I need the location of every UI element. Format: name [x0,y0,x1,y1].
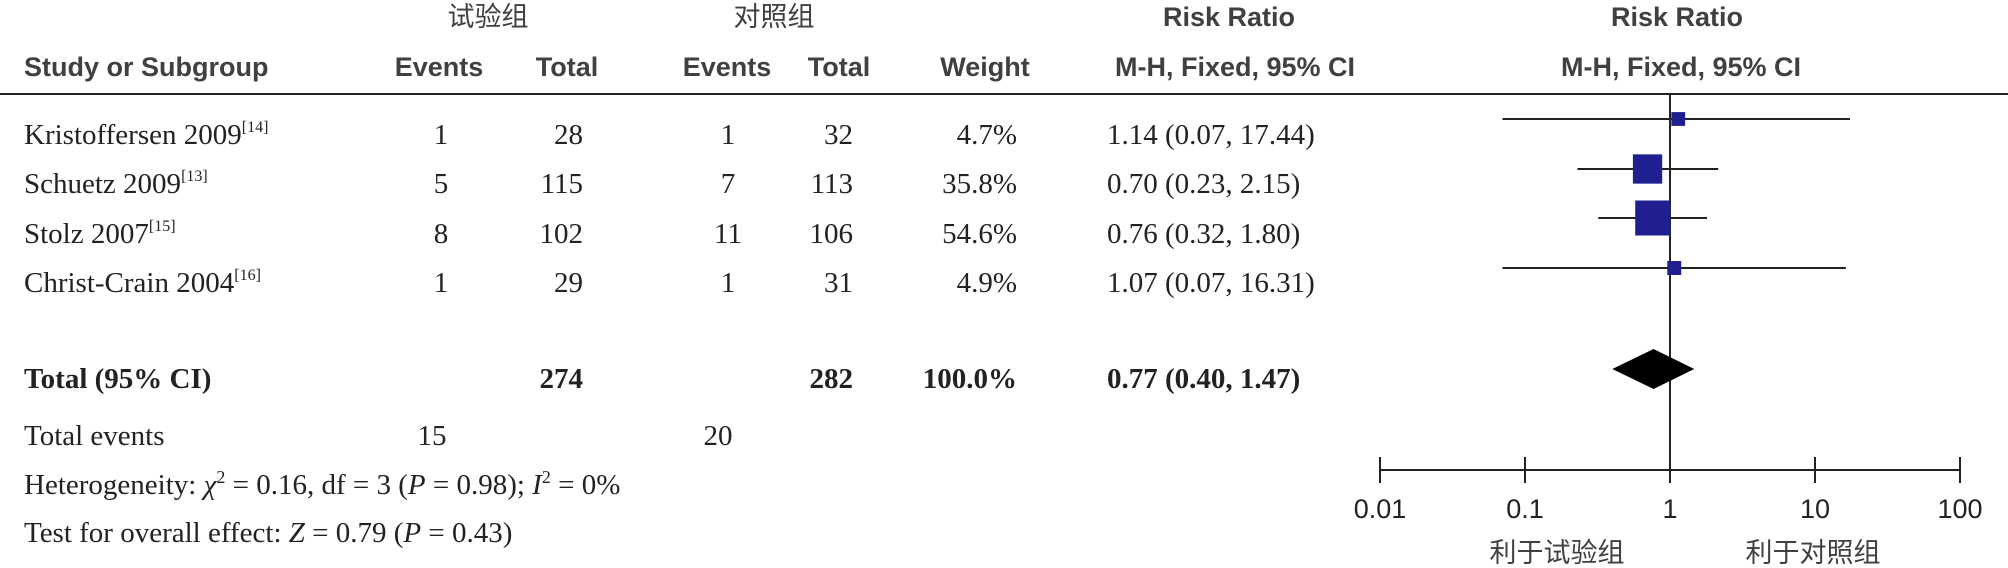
study-ref: [13] [181,168,208,185]
forest-plot-area: 0.01 0.1 1 10 100 [1354,94,1983,524]
x-tick-label: 0.1 [1506,494,1544,524]
svg-text:Schuetz 2009[13]: Schuetz 2009[13] [24,168,208,200]
summary-diamond [1612,349,1695,389]
events-exp: 1 [434,267,449,299]
study-name: Kristoffersen 2009 [24,119,242,151]
events-exp: 5 [434,168,449,200]
overall-effect-text: Test for overall effect: Z = 0.79 (P = 0… [24,517,512,549]
events-exp: 8 [434,218,449,250]
study-ref: [16] [234,267,261,284]
plot-title: Risk Ratio [1611,2,1743,32]
risk-ratio-ci: 0.76 (0.32, 1.80) [1107,218,1300,250]
total-exp: 102 [540,218,584,250]
total-events-ctrl: 20 [704,420,733,452]
favours-experimental-label: 利于试验组 [1490,538,1625,568]
risk-ratio-ci: 1.14 (0.07, 17.44) [1107,119,1315,151]
total-events-label: Total events [24,420,165,452]
events-ctrl: 11 [714,218,742,250]
study-row: Kristoffersen 2009[14] 1 28 1 32 4.7% 1.… [24,119,1315,151]
weight: 4.7% [957,119,1017,151]
x-tick-label: 0.01 [1354,494,1407,524]
study-name: Christ-Crain 2004 [24,267,235,299]
study-ref: [14] [242,119,269,136]
col-study-header: Study or Subgroup [24,52,268,82]
study-marker [1667,261,1682,275]
group-control-header: 对照组 [734,2,815,33]
x-tick-label: 10 [1800,494,1830,524]
group-experimental-header: 试验组 [448,2,529,33]
col-events-ctrl-header: Events [683,52,772,82]
plot-method-header: M-H, Fixed, 95% CI [1561,52,1801,82]
svg-text:Kristoffersen 2009[14]: Kristoffersen 2009[14] [24,119,268,151]
heterogeneity-text: Heterogeneity: χ2 = 0.16, df = 3 (P = 0.… [24,467,620,501]
x-tick-label: 1 [1662,494,1677,524]
x-tick-label: 100 [1937,494,1982,524]
study-ref: [15] [149,218,176,235]
risk-ratio-ci: 0.70 (0.23, 2.15) [1107,168,1300,200]
total-events-exp: 15 [418,420,447,452]
total-row: Total (95% CI) 274 282 100.0% 0.77 (0.40… [24,363,1300,395]
total-events-row: Total events 15 20 [24,420,733,452]
risk-ratio-ci: 1.07 (0.07, 16.31) [1107,267,1315,299]
svg-text:Christ-Crain 2004[16]: Christ-Crain 2004[16] [24,267,261,299]
total-exp: 115 [541,168,583,200]
total-ci: 0.77 (0.40, 1.47) [1107,363,1300,395]
col-total-exp-header: Total [536,52,599,82]
total-exp: 29 [554,267,583,299]
favours-control-label: 利于对照组 [1746,538,1881,568]
weight: 54.6% [942,218,1017,250]
study-marker [1635,200,1671,236]
col-events-exp-header: Events [395,52,484,82]
total-ctrl: 282 [810,363,854,395]
study-name: Schuetz 2009 [24,168,181,200]
study-marker [1632,154,1663,184]
total-ctrl: 113 [811,168,853,200]
total-ctrl: 31 [824,267,853,299]
study-row: Schuetz 2009[13] 5 115 7 113 35.8% 0.70 … [24,168,1300,200]
col-total-ctrl-header: Total [808,52,871,82]
study-name: Stolz 2007 [24,218,149,250]
weight: 4.9% [957,267,1017,299]
weight: 35.8% [942,168,1017,200]
study-marker [1671,112,1686,126]
svg-text:Stolz 2007[15]: Stolz 2007[15] [24,218,176,250]
risk-ratio-header: Risk Ratio [1163,2,1295,32]
events-exp: 1 [434,119,449,151]
total-label: Total (95% CI) [24,363,211,395]
total-ctrl: 106 [810,218,854,250]
study-row: Stolz 2007[15] 8 102 11 106 54.6% 0.76 (… [24,218,1300,250]
events-ctrl: 1 [721,267,736,299]
total-exp: 28 [554,119,583,151]
col-ci-header: M-H, Fixed, 95% CI [1115,52,1355,82]
total-weight: 100.0% [923,363,1017,395]
total-ctrl: 32 [824,119,853,151]
events-ctrl: 1 [721,119,736,151]
total-exp: 274 [540,363,584,395]
col-weight-header: Weight [940,52,1030,82]
study-row: Christ-Crain 2004[16] 1 29 1 31 4.9% 1.0… [24,267,1315,299]
events-ctrl: 7 [721,168,736,200]
